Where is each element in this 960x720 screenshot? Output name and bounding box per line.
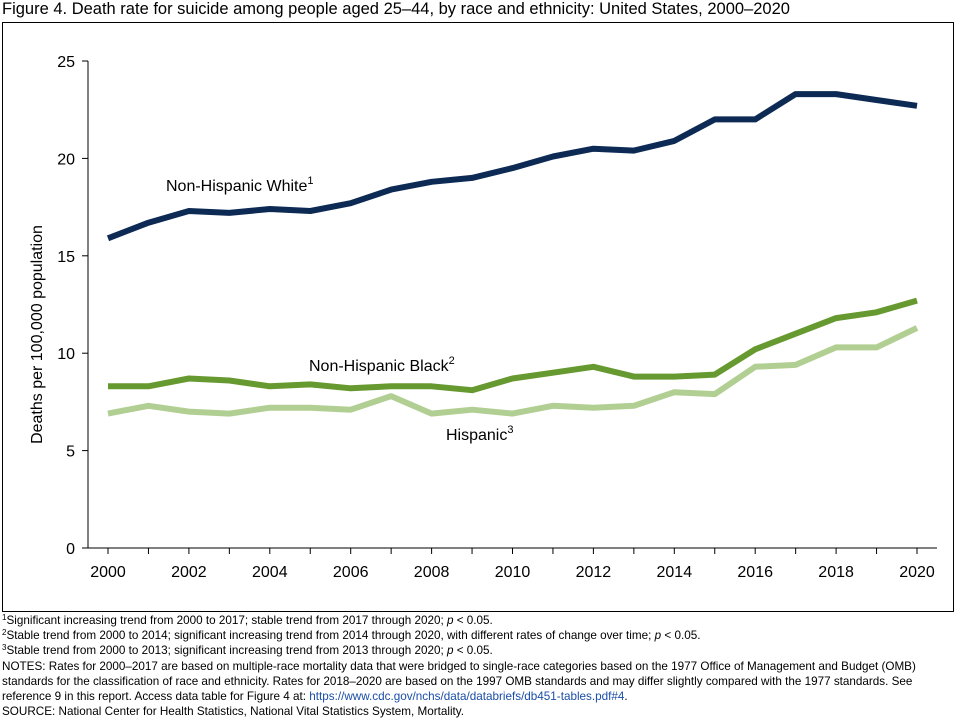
x-tick-label: 2006	[333, 564, 369, 581]
p-value: < 0.05.	[661, 629, 701, 643]
series-line-hispanic	[107, 325, 919, 417]
footnote-3-text: Stable trend from 2000 to 2013; signific…	[6, 644, 447, 658]
x-tick-label: 2004	[252, 564, 288, 581]
p-value: < 0.05.	[453, 644, 493, 658]
source-line: SOURCE: National Center for Health Stati…	[2, 705, 465, 719]
series-line-non-hispanic-black	[108, 297, 918, 394]
x-tick-label: 2010	[495, 564, 531, 581]
p-symbol: p	[446, 644, 454, 658]
figure-title: Figure 4. Death rate for suicide among p…	[2, 0, 790, 18]
notes-block: 1Significant increasing trend from 2000 …	[2, 613, 958, 719]
footnote-3: 3Stable trend from 2000 to 2013; signifi…	[2, 643, 958, 658]
footnote-2: 2Stable trend from 2000 to 2014; signifi…	[2, 628, 958, 643]
footnote-2-text: Stable trend from 2000 to 2014; signific…	[6, 629, 655, 643]
notes-text: NOTES: Rates for 2000–2017 are based on …	[2, 659, 916, 704]
y-tick-label: 20	[57, 151, 75, 168]
p-symbol: p	[446, 614, 454, 627]
x-tick-label: 2016	[737, 564, 773, 581]
line-chart: 0 5 10 15 20 25 2000 2002 2004 2006 2008 2010 2012 20…	[29, 54, 937, 581]
y-tick-label: 10	[57, 346, 75, 363]
x-tick-label: 2020	[899, 564, 935, 581]
chart-frame: 0 5 10 15 20 25 2000 2002 2004 2006 2008 2010 2012 20…	[2, 22, 954, 612]
footnote-1-marker: 1	[2, 613, 7, 622]
footnote-1-text: Significant increasing trend from 2000 t…	[6, 614, 447, 627]
x-tick-label: 2018	[818, 564, 854, 581]
x-tick-label: 2012	[576, 564, 612, 581]
y-tick-label: 15	[57, 249, 75, 266]
series-line-non-hispanic-white	[106, 91, 918, 242]
series-label-footnote: 2	[449, 355, 455, 367]
p-value: < 0.05.	[453, 614, 493, 627]
footnote-3-marker: 3	[2, 643, 7, 653]
x-tick-label: 2002	[171, 564, 207, 581]
x-tick-label: 2008	[414, 564, 450, 581]
series-label-non-hispanic-black: Non-Hispanic Black2	[309, 355, 455, 375]
y-tick-label: 25	[57, 54, 75, 71]
series-label-name: Non-Hispanic White	[166, 178, 307, 195]
series-label-name: Hispanic	[446, 427, 507, 444]
x-tick-label: 2000	[90, 564, 126, 581]
y-axis-title: Deaths per 100,000 population	[29, 225, 46, 444]
data-table-link[interactable]: https://www.cdc.gov/nchs/data/databriefs…	[309, 690, 625, 704]
series-label-name: Non-Hispanic Black	[309, 358, 450, 375]
notes-paragraph: NOTES: Rates for 2000–2017 are based on …	[2, 659, 958, 705]
notes-end: .	[624, 690, 628, 704]
series-label-non-hispanic-white: Non-Hispanic White1	[166, 175, 314, 195]
y-tick-label: 0	[66, 541, 75, 558]
y-tick-label: 5	[66, 444, 75, 461]
series-label-hispanic: Hispanic3	[446, 424, 513, 444]
series-label-footnote: 1	[307, 175, 313, 187]
p-symbol: p	[654, 629, 662, 643]
x-tick-label: 2014	[657, 564, 693, 581]
footnote-1: 1Significant increasing trend from 2000 …	[2, 613, 958, 628]
footnote-2-marker: 2	[2, 628, 7, 638]
series-label-footnote: 3	[507, 424, 513, 436]
